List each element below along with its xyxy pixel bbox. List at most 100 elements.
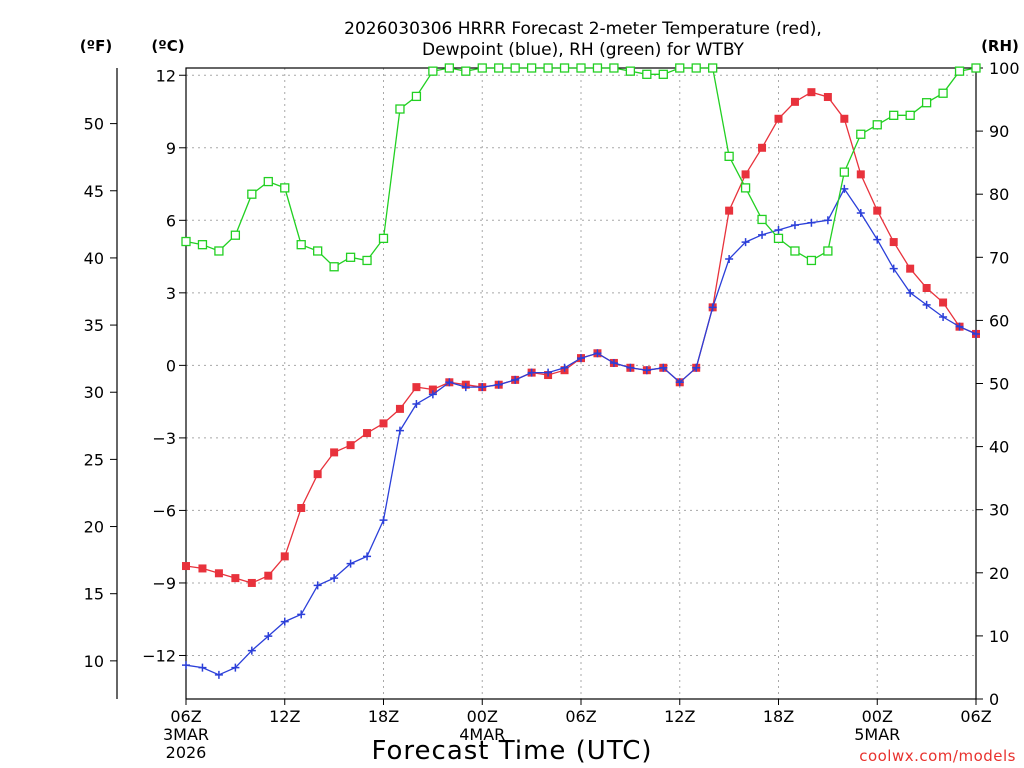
- relative-humidity-point: [477, 63, 487, 73]
- fahrenheit-tick-label: 10: [84, 652, 104, 671]
- chart-title-line-2: Dewpoint (blue), RH (green) for WTBY: [422, 40, 745, 60]
- relative-humidity-point: [428, 66, 438, 76]
- relative-humidity-point: [691, 63, 701, 73]
- dewpoint-point: [247, 646, 256, 655]
- relative-humidity-point: [296, 240, 306, 250]
- relative-humidity-point: [461, 66, 471, 76]
- dewpoint-point: [675, 378, 684, 387]
- data-series: [181, 63, 981, 679]
- relative-humidity-point: [444, 63, 454, 73]
- celsius-tick-label: 0: [166, 356, 176, 375]
- dewpoint-point: [939, 313, 948, 322]
- relative-humidity-point: [345, 252, 356, 262]
- dewpoint-point: [741, 238, 750, 247]
- relative-humidity-point: [642, 69, 652, 79]
- chart-title-line-1: 2026030306 HRRR Forecast 2-meter Tempera…: [344, 19, 822, 39]
- 2-meter-temperature-point: [873, 206, 882, 215]
- 2-meter-temperature-point: [725, 206, 734, 215]
- relative-humidity-point: [592, 63, 603, 73]
- relative-humidity-point: [740, 183, 751, 193]
- x-tick-label: 12Z: [269, 707, 300, 726]
- dewpoint-point: [313, 581, 322, 590]
- rh-tick-label: 80: [989, 185, 1009, 204]
- rh-tick-label: 70: [989, 248, 1009, 267]
- fahrenheit-tick-label: 35: [84, 316, 104, 335]
- x-tick-label: 06Z: [170, 707, 201, 726]
- relative-humidity-point: [214, 246, 224, 256]
- 2-meter-temperature-point: [807, 88, 816, 97]
- 2-meter-temperature-point: [280, 552, 289, 561]
- relative-humidity-point: [313, 246, 323, 256]
- fahrenheit-tick-label: 15: [84, 585, 104, 604]
- rh-tick-label: 0: [989, 690, 999, 709]
- dewpoint-point: [642, 366, 651, 375]
- dewpoint-point: [297, 610, 306, 619]
- relative-humidity-point: [230, 230, 241, 240]
- relative-humidity-point: [790, 246, 800, 256]
- dewpoint-point: [906, 288, 915, 297]
- 2-meter-temperature-point: [906, 264, 915, 273]
- 2-meter-temperature-point: [412, 383, 421, 392]
- x-date-label: 5MAR: [854, 725, 900, 744]
- celsius-tick-label: 12: [156, 66, 176, 85]
- x-tick-label: 18Z: [368, 707, 399, 726]
- celsius-unit-label: (ºC): [151, 37, 184, 55]
- dewpoint-point: [790, 221, 799, 230]
- 2-meter-temperature-point: [247, 578, 256, 587]
- 2-meter-temperature-point: [889, 238, 898, 247]
- relative-humidity-point: [329, 262, 339, 272]
- dewpoint-point: [840, 184, 849, 193]
- relative-humidity-point: [395, 104, 405, 114]
- dewpoint-point: [659, 363, 668, 372]
- dewpoint-point: [214, 670, 223, 679]
- 2-meter-temperature-point: [823, 93, 832, 102]
- source-credit: coolwx.com/models: [859, 747, 1016, 765]
- celsius-tick-label: −9: [152, 574, 176, 593]
- 2-meter-temperature-point: [231, 574, 240, 583]
- rh-tick-label: 100: [989, 59, 1020, 78]
- 2-meter-temperature-point: [922, 284, 931, 293]
- x-tick-label: 12Z: [664, 707, 695, 726]
- 2-meter-temperature-point: [264, 571, 273, 580]
- 2-meter-temperature-point: [395, 404, 404, 413]
- rh-tick-label: 30: [989, 501, 1009, 520]
- dewpoint-point: [461, 383, 470, 392]
- relative-humidity-point: [724, 151, 734, 161]
- x-tick-label: 06Z: [565, 707, 596, 726]
- relative-humidity-series: [181, 63, 981, 272]
- dewpoint-point: [889, 264, 898, 273]
- 2-meter-temperature-point: [182, 562, 190, 571]
- dewpoint-point: [428, 390, 437, 399]
- dewpoint-point: [955, 322, 964, 331]
- fahrenheit-tick-label: 50: [84, 115, 104, 134]
- dewpoint-point: [280, 617, 289, 626]
- dewpoint-point: [774, 225, 783, 234]
- relative-humidity-point: [280, 183, 290, 193]
- relative-humidity-point: [576, 63, 586, 73]
- relative-humidity-point: [559, 63, 570, 73]
- celsius-tick-label: −6: [152, 501, 176, 520]
- relative-humidity-point: [543, 63, 553, 73]
- 2-meter-temperature-point: [856, 170, 865, 179]
- 2-meter-temperature-point: [214, 569, 223, 578]
- rh-tick-label: 60: [989, 311, 1009, 330]
- x-tick-label: 18Z: [763, 707, 794, 726]
- 2-meter-temperature-point: [198, 564, 207, 573]
- dewpoint-point: [363, 552, 372, 561]
- relative-humidity-point: [411, 91, 422, 102]
- dewpoint-point: [544, 368, 553, 377]
- dewpoint-point: [346, 559, 355, 568]
- celsius-tick-label: 6: [166, 211, 176, 230]
- relative-humidity-point: [675, 63, 685, 73]
- dewpoint-point: [708, 303, 717, 312]
- relative-humidity-point: [247, 189, 257, 199]
- dewpoint-point: [692, 363, 701, 372]
- relative-humidity-point: [773, 233, 784, 244]
- celsius-tick-label: −3: [152, 429, 176, 448]
- fahrenheit-tick-label: 40: [84, 249, 104, 268]
- fahrenheit-tick-label: 30: [84, 383, 104, 402]
- dewpoint-point: [560, 363, 569, 372]
- fahrenheit-tick-label: 45: [84, 182, 104, 201]
- dewpoint-point: [725, 254, 734, 263]
